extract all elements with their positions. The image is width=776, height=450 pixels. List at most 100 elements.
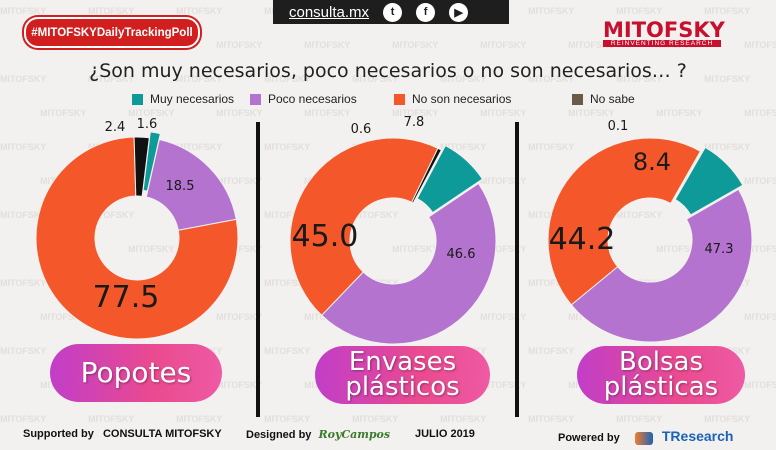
- legend-item-nosabe: No sabe: [572, 92, 635, 106]
- watermark-text: MITOFSKY: [352, 74, 399, 84]
- watermark-text: MITOFSKY: [480, 176, 527, 186]
- watermark-text: MITOFSKY: [88, 74, 135, 84]
- watermark-text: MITOFSKY: [88, 210, 135, 220]
- pill-bolsas: Bolsas plásticas: [577, 346, 745, 404]
- watermark-text: MITOFSKY: [176, 6, 223, 16]
- watermark-text: MITOFSKY: [616, 414, 663, 424]
- facebook-icon[interactable]: f: [416, 2, 436, 22]
- watermark-text: MITOFSKY: [480, 108, 527, 118]
- watermark-text: MITOFSKY: [176, 414, 223, 424]
- data-label: 44.2: [549, 222, 616, 257]
- footer-designed: Designed by RoyCampos: [246, 428, 390, 441]
- legend-label: No sabe: [590, 92, 635, 106]
- watermark-text: MITOFSKY: [0, 278, 47, 288]
- legend-swatch: [132, 93, 143, 105]
- watermark-text: MITOFSKY: [704, 414, 751, 424]
- watermark-text: MITOFSKY: [0, 142, 47, 152]
- tresearch-logo-icon: [634, 431, 653, 445]
- pill-popotes: Popotes: [50, 344, 222, 402]
- watermark-text: MITOFSKY: [40, 312, 87, 322]
- watermark-text: MITOFSKY: [528, 278, 575, 288]
- twitter-icon[interactable]: t: [383, 2, 403, 22]
- donut-slice-poco-necesarios: [570, 188, 753, 343]
- watermark-text: MITOFSKY: [440, 74, 487, 84]
- watermark-text: MITOFSKY: [216, 380, 263, 390]
- watermark-text: MITOFSKY: [176, 142, 223, 152]
- top-bar: consulta.mx t f ▶: [273, 0, 509, 24]
- watermark-text: MITOFSKY: [264, 414, 311, 424]
- footer-powered-label: Powered by: [558, 432, 620, 444]
- data-label: 2.4: [105, 120, 126, 135]
- watermark-text: MITOFSKY: [744, 108, 776, 118]
- watermark-text: MITOFSKY: [440, 142, 487, 152]
- legend-label: Muy necesarios: [150, 92, 235, 106]
- watermark-text: MITOFSKY: [40, 108, 87, 118]
- watermark-text: MITOFSKY: [616, 210, 663, 220]
- legend-swatch: [572, 93, 583, 105]
- donut-slice-no-sabe: [133, 136, 150, 197]
- donut-slice-muy-necesarios: [416, 144, 484, 214]
- watermark-text: MITOFSKY: [176, 74, 223, 84]
- pill-line: Bolsas: [619, 347, 703, 378]
- legend-label: No son necesarios: [412, 92, 512, 106]
- watermark-text: MITOFSKY: [480, 40, 527, 50]
- data-label: 0.6: [351, 122, 372, 137]
- watermark-text: MITOFSKY: [392, 244, 439, 254]
- watermark-text: MITOFSKY: [216, 176, 263, 186]
- logo-name: MITOFSKY: [603, 18, 725, 42]
- legend-item-no: No son necesarios: [394, 92, 511, 106]
- watermark-text: MITOFSKY: [744, 40, 776, 50]
- watermark-text: MITOFSKY: [88, 6, 135, 16]
- watermark-text: MITOFSKY: [392, 108, 439, 118]
- watermark-text: MITOFSKY: [568, 40, 615, 50]
- watermark-text: MITOFSKY: [744, 380, 776, 390]
- watermark-text: MITOFSKY: [128, 108, 175, 118]
- watermark-text: MITOFSKY: [480, 244, 527, 254]
- watermark-text: MITOFSKY: [264, 210, 311, 220]
- divider: [256, 122, 260, 417]
- watermark-text: MITOFSKY: [0, 346, 47, 356]
- legend-item-poco: Poco necesarios: [250, 92, 357, 106]
- survey-question: ¿Son muy necesarios, poco necesarios o n…: [89, 60, 687, 82]
- watermark-text: MITOFSKY: [744, 176, 776, 186]
- legend: Muy necesarios Poco necesarios No son ne…: [0, 92, 776, 108]
- watermark-text: MITOFSKY: [704, 6, 751, 16]
- watermark-text: MITOFSKY: [528, 142, 575, 152]
- data-label: 45.0: [292, 219, 359, 254]
- watermark-text: MITOFSKY: [704, 74, 751, 84]
- donut-slice-poco-necesarios: [145, 138, 237, 231]
- legend-swatch: [394, 93, 405, 105]
- donut-slice-no-sabe: [411, 147, 443, 204]
- footer-designer: RoyCampos: [318, 428, 391, 441]
- site-link[interactable]: consulta.mx: [289, 3, 370, 21]
- watermark-text: MITOFSKY: [88, 414, 135, 424]
- footer-powered-org: TResearch: [661, 428, 734, 444]
- watermark-text: MITOFSKY: [616, 6, 663, 16]
- legend-label: Poco necesarios: [268, 92, 357, 106]
- watermark-text: MITOFSKY: [656, 108, 703, 118]
- data-label: 46.6: [447, 247, 476, 262]
- watermark-text: MITOFSKY: [0, 6, 47, 16]
- watermark-text: MITOFSKY: [216, 312, 263, 322]
- watermark-text: MITOFSKY: [480, 312, 527, 322]
- mitofsky-logo: MITOFSKY REINVENTING RESEARCH: [603, 18, 725, 47]
- watermark-text: MITOFSKY: [264, 142, 311, 152]
- watermark-text: MITOFSKY: [264, 74, 311, 84]
- divider: [515, 122, 519, 417]
- watermark-text: MITOFSKY: [128, 244, 175, 254]
- watermark-text: MITOFSKY: [304, 40, 351, 50]
- watermark-text: MITOFSKY: [352, 210, 399, 220]
- logo-tagline: REINVENTING RESEARCH: [603, 40, 721, 47]
- footer-supported-org: CONSULTA MITOFSKY: [102, 428, 222, 440]
- pill-line: plásticas: [603, 372, 719, 402]
- watermark-text: MITOFSKY: [704, 142, 751, 152]
- data-label: 8.4: [633, 148, 671, 176]
- donut-slice-no-son-necesarios: [289, 137, 439, 316]
- watermark-text: MITOFSKY: [440, 414, 487, 424]
- watermark-text: MITOFSKY: [392, 40, 439, 50]
- watermark-text: MITOFSKY: [0, 414, 47, 424]
- donut-slice-poco-necesarios: [320, 182, 497, 345]
- donut-slice-no-sabe: [670, 150, 702, 205]
- watermark-text: MITOFSKY: [656, 244, 703, 254]
- youtube-icon[interactable]: ▶: [449, 2, 469, 22]
